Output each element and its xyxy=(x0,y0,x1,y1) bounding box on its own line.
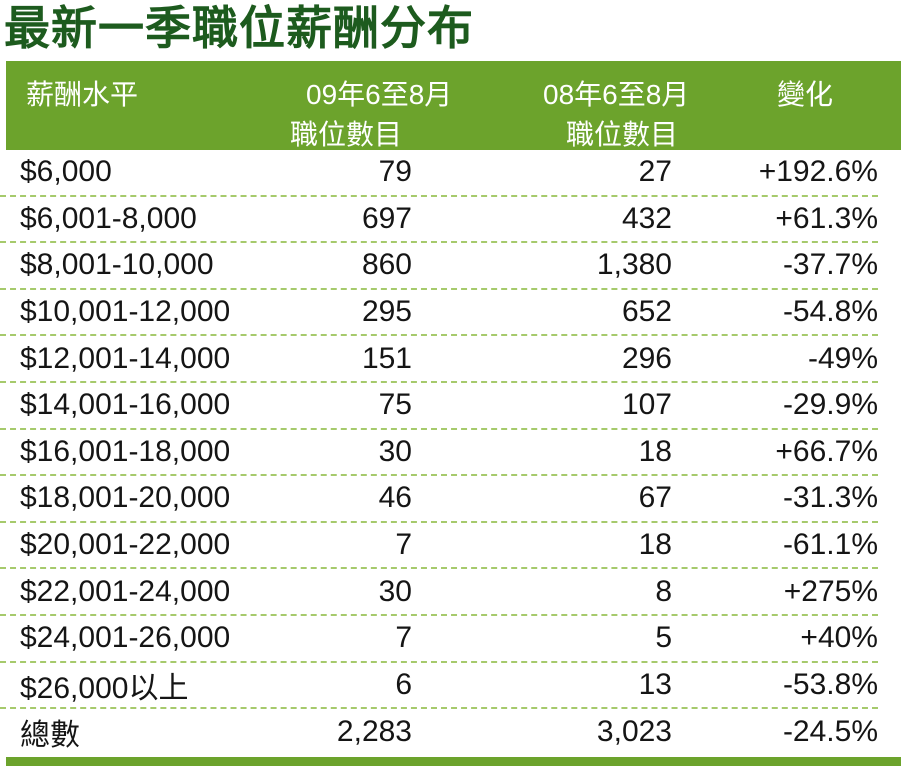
salary-range: $26,000以上 xyxy=(20,671,189,705)
change-pct: -37.7% xyxy=(782,248,878,282)
salary-range: $6,000 xyxy=(20,155,112,189)
change-pct: +275% xyxy=(783,574,878,608)
table-row: $6,000 79 27 +192.6% xyxy=(0,150,878,197)
page-title: 最新一季職位薪酬分布 xyxy=(4,2,474,54)
table-row: $8,001-10,000 860 1,380 -37.7% xyxy=(0,243,878,290)
change-pct: +66.7% xyxy=(775,434,878,468)
salary-range: $22,001-24,000 xyxy=(20,574,231,608)
count-2009: 7 xyxy=(395,621,412,655)
count-2009: 79 xyxy=(378,155,412,189)
header-2009-job-count: 職位數目 xyxy=(290,119,403,150)
total-count-2009: 2,283 xyxy=(336,715,412,749)
header-salary-level: 薪酬水平 xyxy=(26,79,139,110)
total-change-pct: -24.5% xyxy=(782,715,878,749)
salary-range: $8,001-10,000 xyxy=(20,248,214,282)
change-pct: -53.8% xyxy=(782,667,878,701)
table-row: $22,001-24,000 30 8 +275% xyxy=(0,569,878,616)
count-2008: 107 xyxy=(621,388,672,422)
change-pct: -61.1% xyxy=(782,528,878,562)
table-header: 薪酬水平 09年6至8月 職位數目 08年6至8月 職位數目 變化 xyxy=(6,61,901,150)
count-2009: 30 xyxy=(378,574,412,608)
salary-range: $10,001-12,000 xyxy=(20,295,231,329)
table-row: $12,001-14,000 151 296 -49% xyxy=(0,336,878,383)
count-2008: 1,380 xyxy=(596,248,672,282)
header-2008-period: 08年6至8月 xyxy=(543,79,690,110)
table-row: $14,001-16,000 75 107 -29.9% xyxy=(0,383,878,430)
table-row: $24,001-26,000 7 5 +40% xyxy=(0,616,878,663)
count-2009: 75 xyxy=(378,388,412,422)
salary-range: $6,001-8,000 xyxy=(20,201,197,235)
change-pct: -31.3% xyxy=(782,481,878,515)
table-row: $6,001-8,000 697 432 +61.3% xyxy=(0,197,878,244)
salary-range: $18,001-20,000 xyxy=(20,481,231,515)
change-pct: -29.9% xyxy=(782,388,878,422)
count-2009: 30 xyxy=(378,434,412,468)
table-row: $20,001-22,000 7 18 -61.1% xyxy=(0,523,878,570)
count-2008: 18 xyxy=(638,528,672,562)
change-pct: +40% xyxy=(800,621,878,655)
count-2008: 13 xyxy=(638,667,672,701)
count-2008: 296 xyxy=(621,341,672,375)
table-row: $16,001-18,000 30 18 +66.7% xyxy=(0,430,878,477)
change-pct: -49% xyxy=(807,341,878,375)
count-2008: 18 xyxy=(638,434,672,468)
count-2009: 7 xyxy=(395,528,412,562)
count-2009: 295 xyxy=(361,295,412,329)
count-2009: 46 xyxy=(378,481,412,515)
change-pct: +192.6% xyxy=(758,155,878,189)
table-row: $10,001-12,000 295 652 -54.8% xyxy=(0,290,878,337)
salary-range: $16,001-18,000 xyxy=(20,434,231,468)
total-label: 總數 xyxy=(20,719,80,753)
table-body: $6,000 79 27 +192.6% $6,001-8,000 697 43… xyxy=(0,150,878,756)
change-pct: +61.3% xyxy=(775,201,878,235)
header-change: 變化 xyxy=(777,79,834,110)
count-2009: 697 xyxy=(361,201,412,235)
count-2009: 860 xyxy=(361,248,412,282)
salary-range: $14,001-16,000 xyxy=(20,388,231,422)
table-row-total: 總數 2,283 3,023 -24.5% xyxy=(0,709,878,756)
count-2009: 151 xyxy=(361,341,412,375)
count-2009: 6 xyxy=(395,667,412,701)
salary-range: $24,001-26,000 xyxy=(20,621,231,655)
count-2008: 27 xyxy=(638,155,672,189)
table-row: $18,001-20,000 46 67 -31.3% xyxy=(0,476,878,523)
table-row: $26,000以上 6 13 -53.8% xyxy=(0,663,878,710)
salary-range: $12,001-14,000 xyxy=(20,341,231,375)
count-2008: 652 xyxy=(621,295,672,329)
bottom-green-bar xyxy=(6,757,901,766)
header-2009-period: 09年6至8月 xyxy=(306,79,453,110)
count-2008: 8 xyxy=(655,574,672,608)
count-2008: 432 xyxy=(621,201,672,235)
salary-range: $20,001-22,000 xyxy=(20,528,231,562)
total-count-2008: 3,023 xyxy=(596,715,672,749)
header-2008-job-count: 職位數目 xyxy=(566,119,679,150)
count-2008: 5 xyxy=(655,621,672,655)
change-pct: -54.8% xyxy=(782,295,878,329)
count-2008: 67 xyxy=(638,481,672,515)
